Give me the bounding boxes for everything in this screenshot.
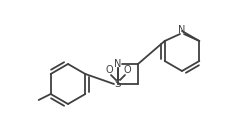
Text: O: O [105, 65, 113, 75]
Text: O: O [123, 65, 131, 75]
Text: S: S [115, 79, 121, 89]
Text: N: N [178, 25, 186, 35]
Text: N: N [114, 59, 122, 69]
